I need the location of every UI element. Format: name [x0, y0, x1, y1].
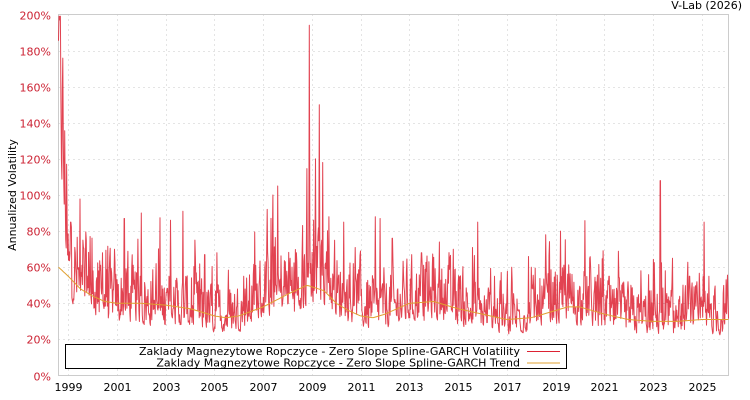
x-tick-label: 2021	[591, 381, 619, 394]
volatility-line	[58, 15, 729, 336]
y-tick-label: 100%	[20, 190, 51, 203]
series-lines	[58, 15, 729, 336]
x-tick-label: 2013	[396, 381, 424, 394]
y-tick-label: 40%	[27, 298, 51, 311]
x-tick-label: 2007	[250, 381, 278, 394]
trend-line	[58, 266, 729, 322]
x-tick-label: 2009	[299, 381, 327, 394]
x-tick-label: 2017	[494, 381, 522, 394]
x-tick-label: 2003	[153, 381, 181, 394]
x-tick-label: 2023	[640, 381, 668, 394]
x-tick-label: 2019	[543, 381, 571, 394]
y-tick-label: 0%	[34, 371, 51, 384]
y-tick-label: 200%	[20, 10, 51, 23]
y-tick-label: 80%	[27, 226, 51, 239]
x-tick-label: 2025	[689, 381, 717, 394]
y-tick-label: 20%	[27, 334, 51, 347]
x-axis: 1999 2001 2003 2005 2007 2009 2011 2013 2015 2017…	[55, 381, 717, 394]
x-tick-label: 2015	[445, 381, 473, 394]
x-tick-label: 2001	[104, 381, 132, 394]
y-tick-label: 120%	[20, 154, 51, 167]
y-tick-label: 140%	[20, 118, 51, 131]
legend-label-trend: Zaklady Magnezytowe Ropczyce - Zero Slop…	[156, 357, 520, 370]
legend-box	[65, 344, 567, 369]
y-axis-label: Annualized Volatility	[6, 139, 19, 251]
y-tick-label: 160%	[20, 82, 51, 95]
y-tick-label: 180%	[20, 46, 51, 59]
y-axis: 0% 20% 40% 60% 80% 100% 120% 140% 160% 180% 200%	[20, 10, 51, 384]
legend: Zaklady Magnezytowe Ropczyce - Zero Slop…	[65, 344, 567, 370]
x-tick-label: 1999	[55, 381, 83, 394]
x-tick-label: 2011	[348, 381, 376, 394]
y-tick-label: 60%	[27, 262, 51, 275]
x-tick-label: 2005	[201, 381, 229, 394]
credit-label: V-Lab (2026)	[671, 0, 742, 12]
legend-label-volatility: Zaklady Magnezytowe Ropczyce - Zero Slop…	[139, 345, 521, 358]
